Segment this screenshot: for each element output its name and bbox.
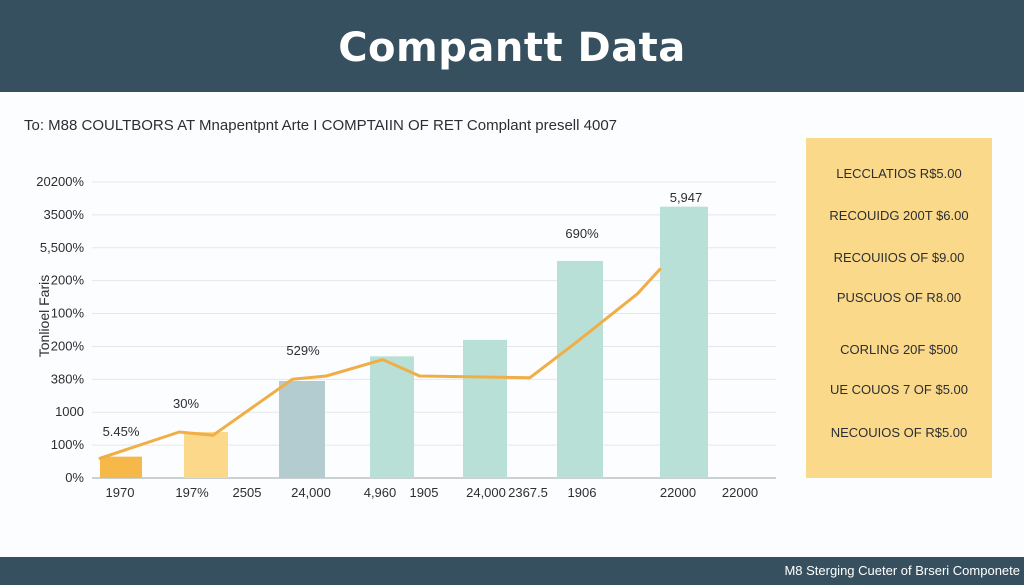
x-tick-label: 24,000: [291, 485, 331, 500]
legend-item: RECOUIDG 200T $6.00: [829, 208, 969, 223]
x-tick-label: 1906: [568, 485, 597, 500]
legend-item: UE COUOS 7 OF $5.00: [830, 382, 968, 397]
bar: [660, 206, 708, 478]
legend-item: LECCLATIOS R$5.00: [836, 166, 962, 181]
x-tick-label: 197%: [175, 485, 209, 500]
data-label: 30%: [173, 396, 199, 411]
x-tick-label: 24,000: [466, 485, 506, 500]
bar: [184, 431, 228, 478]
y-tick-label: 200%: [51, 338, 85, 353]
data-label: 5,947: [670, 190, 703, 205]
y-tick-label: 3500%: [44, 207, 85, 222]
legend-item: RECOUIIOS OF $9.00: [833, 250, 965, 265]
x-tick-label: 22000: [660, 485, 696, 500]
x-tick-label: 4,960: [364, 485, 397, 500]
y-tick-label: 200%: [51, 273, 85, 288]
y-tick-label: 1000: [55, 404, 84, 419]
bar: [279, 380, 325, 478]
legend-item: NECOUIOS OF R$5.00: [830, 425, 968, 440]
bar: [557, 260, 603, 478]
y-tick-label: 100%: [51, 306, 85, 321]
data-label: 529%: [286, 343, 320, 358]
legend: LECCLATIOS R$5.00 RECOUIDG 200T $6.00 RE…: [806, 138, 992, 478]
header-bar: Compantt Data: [0, 0, 1024, 92]
y-tick-label: 20200%: [36, 174, 84, 189]
bar: [370, 356, 414, 478]
bar: [463, 339, 507, 478]
legend-item: CORLING 20F $500: [840, 342, 958, 357]
data-label: 690%: [565, 226, 599, 241]
y-tick-label: 380%: [51, 371, 85, 386]
series-line: [98, 267, 662, 460]
chart-subtitle: To: M88 COULTBORS AT Mnapentpnt Arte I C…: [24, 117, 617, 134]
x-tick-label: 22000: [722, 485, 758, 500]
data-label: 5.45%: [103, 424, 140, 439]
footer-text: M8 Sterging Cueter of Brseri Componete: [784, 563, 1020, 578]
legend-item: PUSCUOS OF R8.00: [836, 290, 962, 305]
x-tick-label: 1905: [410, 485, 439, 500]
y-tick-label: 0%: [65, 470, 84, 485]
x-tick-label: 2505: [233, 485, 262, 500]
x-tick-label: 2367.5: [508, 485, 548, 500]
y-tick-label: 100%: [51, 437, 85, 452]
footer-bar: M8 Sterging Cueter of Brseri Componete: [0, 557, 1024, 585]
y-axis-title: Tonlioel Faris: [36, 275, 52, 357]
x-tick-label: 1970: [106, 485, 135, 500]
page-title: Compantt Data: [338, 25, 686, 71]
y-tick-label: 5,500%: [40, 240, 85, 255]
bar: [100, 456, 142, 478]
